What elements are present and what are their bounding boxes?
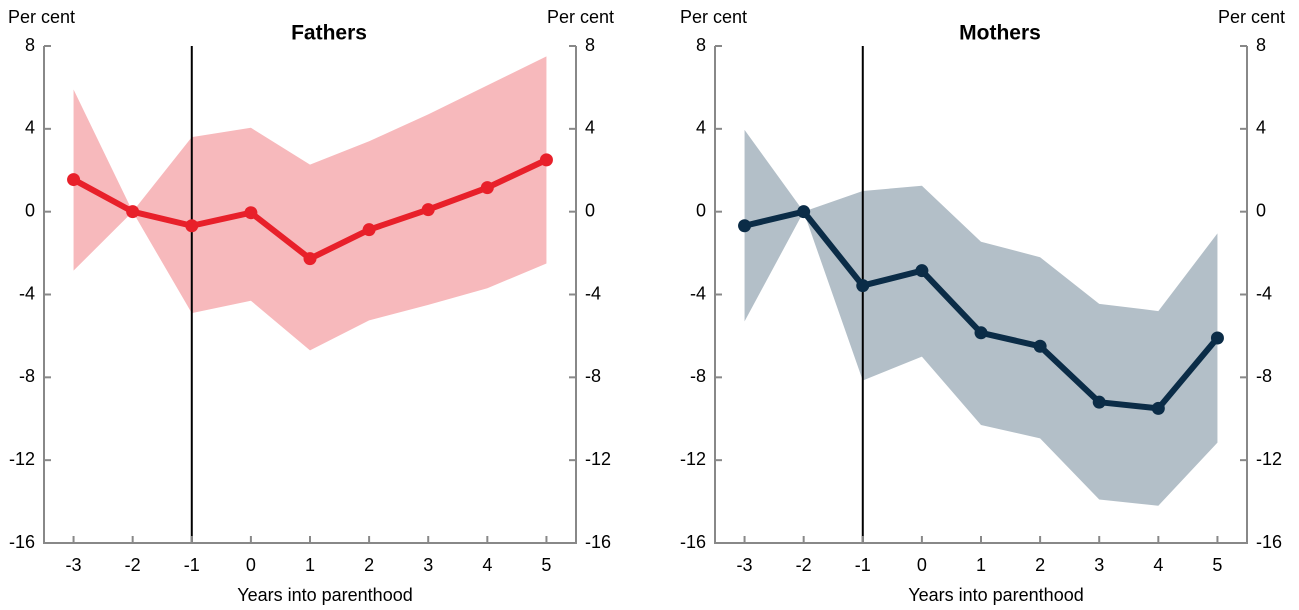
x-tick-label: 0 xyxy=(917,555,927,575)
chart-title: Fathers xyxy=(291,22,367,45)
data-point xyxy=(303,252,317,266)
data-point xyxy=(1092,395,1106,409)
y-tick-label: 4 xyxy=(25,118,35,138)
y-tick-label: 0 xyxy=(25,200,35,220)
y-tick-label: 4 xyxy=(696,118,706,138)
y2-tick-label: -16 xyxy=(1256,532,1282,552)
data-point xyxy=(421,203,435,217)
y2-tick-label: -12 xyxy=(585,449,611,469)
data-point xyxy=(1210,331,1224,345)
data-point xyxy=(856,279,870,293)
data-point xyxy=(126,205,140,219)
y-tick-label: 8 xyxy=(696,35,706,55)
y2-tick-label: 0 xyxy=(1256,200,1266,220)
y2-tick-label: -4 xyxy=(1256,283,1272,303)
x-tick-label: -1 xyxy=(184,555,200,575)
x-tick-label: -2 xyxy=(796,555,812,575)
data-point xyxy=(1151,401,1165,415)
data-point xyxy=(67,173,81,187)
x-tick-label: 4 xyxy=(1153,555,1163,575)
x-tick-label: 2 xyxy=(364,555,374,575)
x-tick-label: 2 xyxy=(1035,555,1045,575)
x-tick-label: -3 xyxy=(737,555,753,575)
x-tick-label: 1 xyxy=(976,555,986,575)
x-tick-label: 3 xyxy=(423,555,433,575)
x-tick-label: 5 xyxy=(1212,555,1222,575)
y-tick-label: -16 xyxy=(680,532,706,552)
y2-tick-label: -8 xyxy=(585,366,601,386)
data-point xyxy=(797,205,811,219)
y-tick-label: 8 xyxy=(25,35,35,55)
y2-tick-label: -12 xyxy=(1256,449,1282,469)
y2-tick-label: 0 xyxy=(585,200,595,220)
data-point xyxy=(738,219,752,233)
y-tick-label: -12 xyxy=(9,449,35,469)
y-tick-label: -4 xyxy=(690,283,706,303)
y2-tick-label: 4 xyxy=(1256,118,1266,138)
x-tick-label: -1 xyxy=(855,555,871,575)
chart-title: Mothers xyxy=(959,22,1041,45)
y-axis-title: Per cent xyxy=(8,7,75,27)
x-axis-title: Years into parenthood xyxy=(237,585,412,605)
x-tick-label: 5 xyxy=(541,555,551,575)
x-axis-title: Years into parenthood xyxy=(908,585,1083,605)
data-point xyxy=(244,206,258,220)
x-tick-label: 0 xyxy=(246,555,256,575)
y-tick-label: -8 xyxy=(690,366,706,386)
data-point xyxy=(915,264,929,278)
y-tick-label: -4 xyxy=(19,283,35,303)
confidence-band xyxy=(73,56,547,351)
data-point xyxy=(362,223,376,237)
confidence-band xyxy=(744,129,1218,506)
y2-tick-label: 8 xyxy=(1256,35,1266,55)
x-tick-label: 3 xyxy=(1094,555,1104,575)
x-tick-label: 4 xyxy=(482,555,492,575)
y-tick-label: -16 xyxy=(9,532,35,552)
y2-tick-label: -4 xyxy=(585,283,601,303)
x-tick-label: -2 xyxy=(125,555,141,575)
y2-axis-title: Per cent xyxy=(547,7,614,27)
x-tick-label: 1 xyxy=(305,555,315,575)
y2-tick-label: -16 xyxy=(585,532,611,552)
y-axis-title: Per cent xyxy=(680,7,747,27)
data-point xyxy=(185,219,199,233)
data-point xyxy=(1033,339,1047,353)
data-point xyxy=(974,326,988,340)
y2-tick-label: -8 xyxy=(1256,366,1272,386)
y-tick-label: 0 xyxy=(696,200,706,220)
y-tick-label: -12 xyxy=(680,449,706,469)
x-tick-label: -3 xyxy=(66,555,82,575)
data-point xyxy=(480,181,494,195)
y2-tick-label: 4 xyxy=(585,118,595,138)
y-tick-label: -8 xyxy=(19,366,35,386)
y2-tick-label: 8 xyxy=(585,35,595,55)
y2-axis-title: Per cent xyxy=(1218,7,1285,27)
data-point xyxy=(539,153,553,167)
